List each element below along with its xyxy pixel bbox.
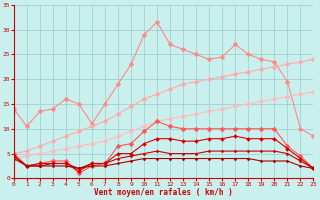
- X-axis label: Vent moyen/en rafales ( km/h ): Vent moyen/en rafales ( km/h ): [94, 188, 233, 197]
